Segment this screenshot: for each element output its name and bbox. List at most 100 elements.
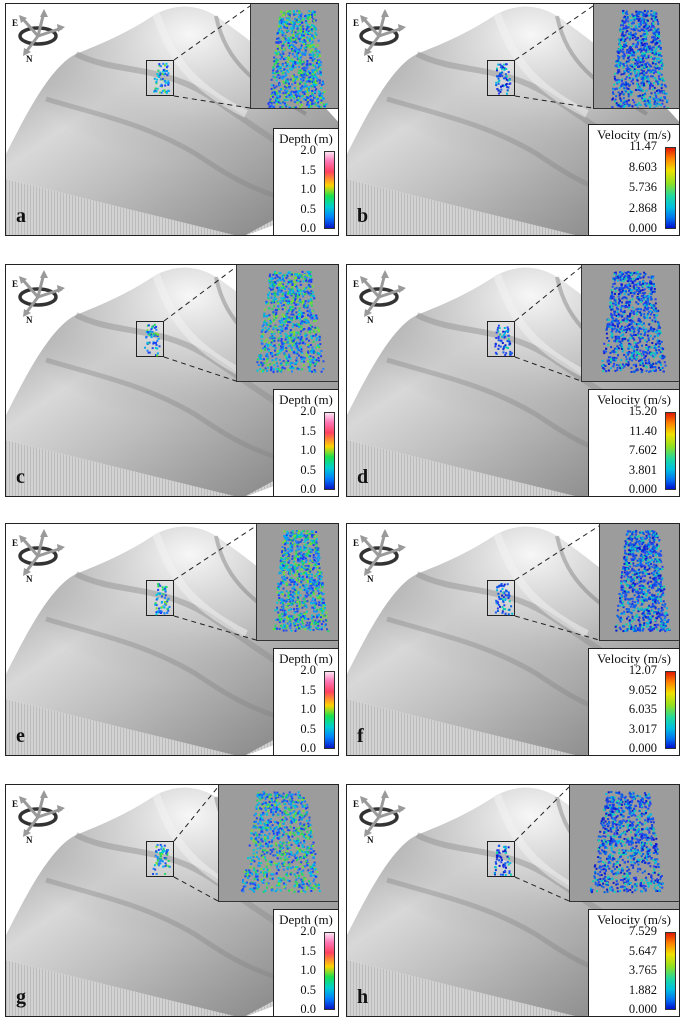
colorbar-title: Velocity (m/s) bbox=[596, 392, 671, 407]
compass-east-label: E bbox=[12, 279, 19, 289]
panel-label: g bbox=[16, 986, 26, 1008]
colorbar-tick-label: 0.0 bbox=[300, 1002, 316, 1016]
compass-north-label: N bbox=[26, 574, 33, 584]
flow-particles bbox=[493, 844, 512, 876]
compass-icon bbox=[18, 529, 65, 576]
flow-particles bbox=[272, 530, 330, 633]
zoom-region bbox=[487, 321, 515, 357]
flow-particles bbox=[256, 270, 325, 374]
compass-north-label: N bbox=[367, 54, 374, 64]
velocity-colorbar: Velocity (m/s) 15.20 11.40 7.602 3.801 0.000 bbox=[588, 389, 679, 496]
panel-label: d bbox=[357, 466, 369, 488]
compass-north-label: N bbox=[26, 835, 33, 845]
depth-colorbar: Depth (m) 2.0 1.5 1.0 0.5 0.0 bbox=[273, 648, 338, 755]
colorbar-tick-label: 3.765 bbox=[628, 963, 657, 977]
colorbar-title: Depth (m) bbox=[279, 392, 333, 407]
flow-particles bbox=[152, 843, 171, 875]
colorbar-gradient bbox=[665, 412, 676, 490]
colorbar-tick-label: 0.5 bbox=[300, 721, 316, 736]
colorbar-gradient bbox=[324, 932, 335, 1010]
colorbar-tick-label: 3.017 bbox=[628, 721, 657, 736]
colorbar-tick-label: 1.0 bbox=[300, 443, 316, 457]
depth-colorbar: Depth (m) 2.0 1.5 1.0 0.5 0.0 bbox=[273, 128, 338, 235]
compass-north-label: N bbox=[367, 574, 374, 584]
panel-label: a bbox=[16, 205, 26, 227]
flow-particles bbox=[267, 9, 328, 108]
compass-east-label: E bbox=[12, 18, 19, 28]
colorbar-tick-label: 2.0 bbox=[300, 663, 316, 677]
zoom-inset bbox=[599, 524, 679, 641]
flow-particles bbox=[609, 9, 669, 108]
colorbar-gradient bbox=[324, 151, 335, 229]
colorbar-tick-label: 0.0 bbox=[300, 741, 316, 755]
colorbar-tick-label: 0.0 bbox=[300, 482, 316, 496]
panel-label: f bbox=[357, 725, 364, 747]
flow-particles bbox=[153, 62, 170, 94]
colorbar-tick-label: 0.5 bbox=[300, 201, 316, 216]
zoom-inset bbox=[236, 265, 338, 382]
colorbar-gradient bbox=[665, 147, 676, 229]
velocity-colorbar: Velocity (m/s) 7.529 5.647 3.765 1.882 0.000 bbox=[588, 909, 679, 1016]
colorbar-tick-label: 7.602 bbox=[628, 443, 657, 457]
colorbar-tick-label: 15.20 bbox=[628, 404, 657, 418]
compass-north-label: N bbox=[26, 54, 33, 64]
compass-east-label: E bbox=[353, 538, 360, 548]
colorbar-tick-label: 0.000 bbox=[628, 1002, 657, 1016]
velocity-colorbar: Velocity (m/s) 11.47 8.603 5.736 2.868 0.000 bbox=[588, 124, 679, 235]
compass-icon bbox=[18, 270, 65, 317]
flow-particles bbox=[494, 324, 513, 356]
colorbar-tick-label: 0.5 bbox=[300, 982, 316, 997]
colorbar-gradient bbox=[324, 671, 335, 749]
compass-icon bbox=[359, 790, 406, 837]
colorbar-tick-label: 2.0 bbox=[300, 924, 316, 938]
compass-icon bbox=[359, 529, 406, 576]
flow-particles bbox=[144, 323, 161, 357]
compass-north-label: N bbox=[367, 835, 374, 845]
colorbar-tick-label: 1.882 bbox=[628, 982, 657, 997]
colorbar-tick-label: 6.035 bbox=[628, 702, 657, 716]
colorbar-tick-label: 1.5 bbox=[300, 162, 316, 177]
compass-icon bbox=[18, 790, 65, 837]
zoom-inset bbox=[256, 524, 338, 641]
colorbar-tick-label: 0.0 bbox=[300, 221, 316, 235]
zoom-region bbox=[487, 580, 515, 616]
velocity-colorbar: Velocity (m/s) 12.07 9.052 6.035 3.017 0.000 bbox=[588, 648, 679, 755]
zoom-region bbox=[136, 321, 164, 357]
colorbar-tick-label: 7.529 bbox=[628, 924, 657, 938]
panel-label: b bbox=[357, 205, 369, 227]
colorbar-tick-label: 0.000 bbox=[628, 741, 657, 755]
zoom-region bbox=[146, 60, 174, 96]
colorbar-title: Depth (m) bbox=[279, 912, 333, 927]
colorbar-tick-label: 2.0 bbox=[300, 143, 316, 157]
colorbar-tick-label: 12.07 bbox=[628, 663, 657, 677]
flow-particles bbox=[495, 63, 512, 95]
colorbar-tick-label: 8.603 bbox=[628, 159, 657, 174]
compass-icon bbox=[359, 270, 406, 317]
colorbar-tick-label: 0.000 bbox=[628, 221, 657, 235]
compass-east-label: E bbox=[353, 799, 360, 809]
zoom-region bbox=[146, 580, 174, 616]
colorbar-title: Velocity (m/s) bbox=[596, 127, 671, 142]
zoom-inset bbox=[593, 4, 679, 109]
colorbar-tick-label: 1.0 bbox=[300, 963, 316, 977]
colorbar-title: Depth (m) bbox=[279, 651, 333, 666]
depth-colorbar: Depth (m) 2.0 1.5 1.0 0.5 0.0 bbox=[273, 389, 338, 496]
colorbar-tick-label: 1.5 bbox=[300, 682, 316, 697]
panel-label: h bbox=[357, 986, 369, 1008]
flow-particles bbox=[154, 583, 171, 616]
colorbar-tick-label: 2.0 bbox=[300, 404, 316, 418]
compass-east-label: E bbox=[353, 279, 360, 289]
zoom-inset bbox=[218, 785, 338, 902]
flow-particles bbox=[601, 271, 667, 374]
colorbar-tick-label: 2.868 bbox=[628, 200, 657, 215]
